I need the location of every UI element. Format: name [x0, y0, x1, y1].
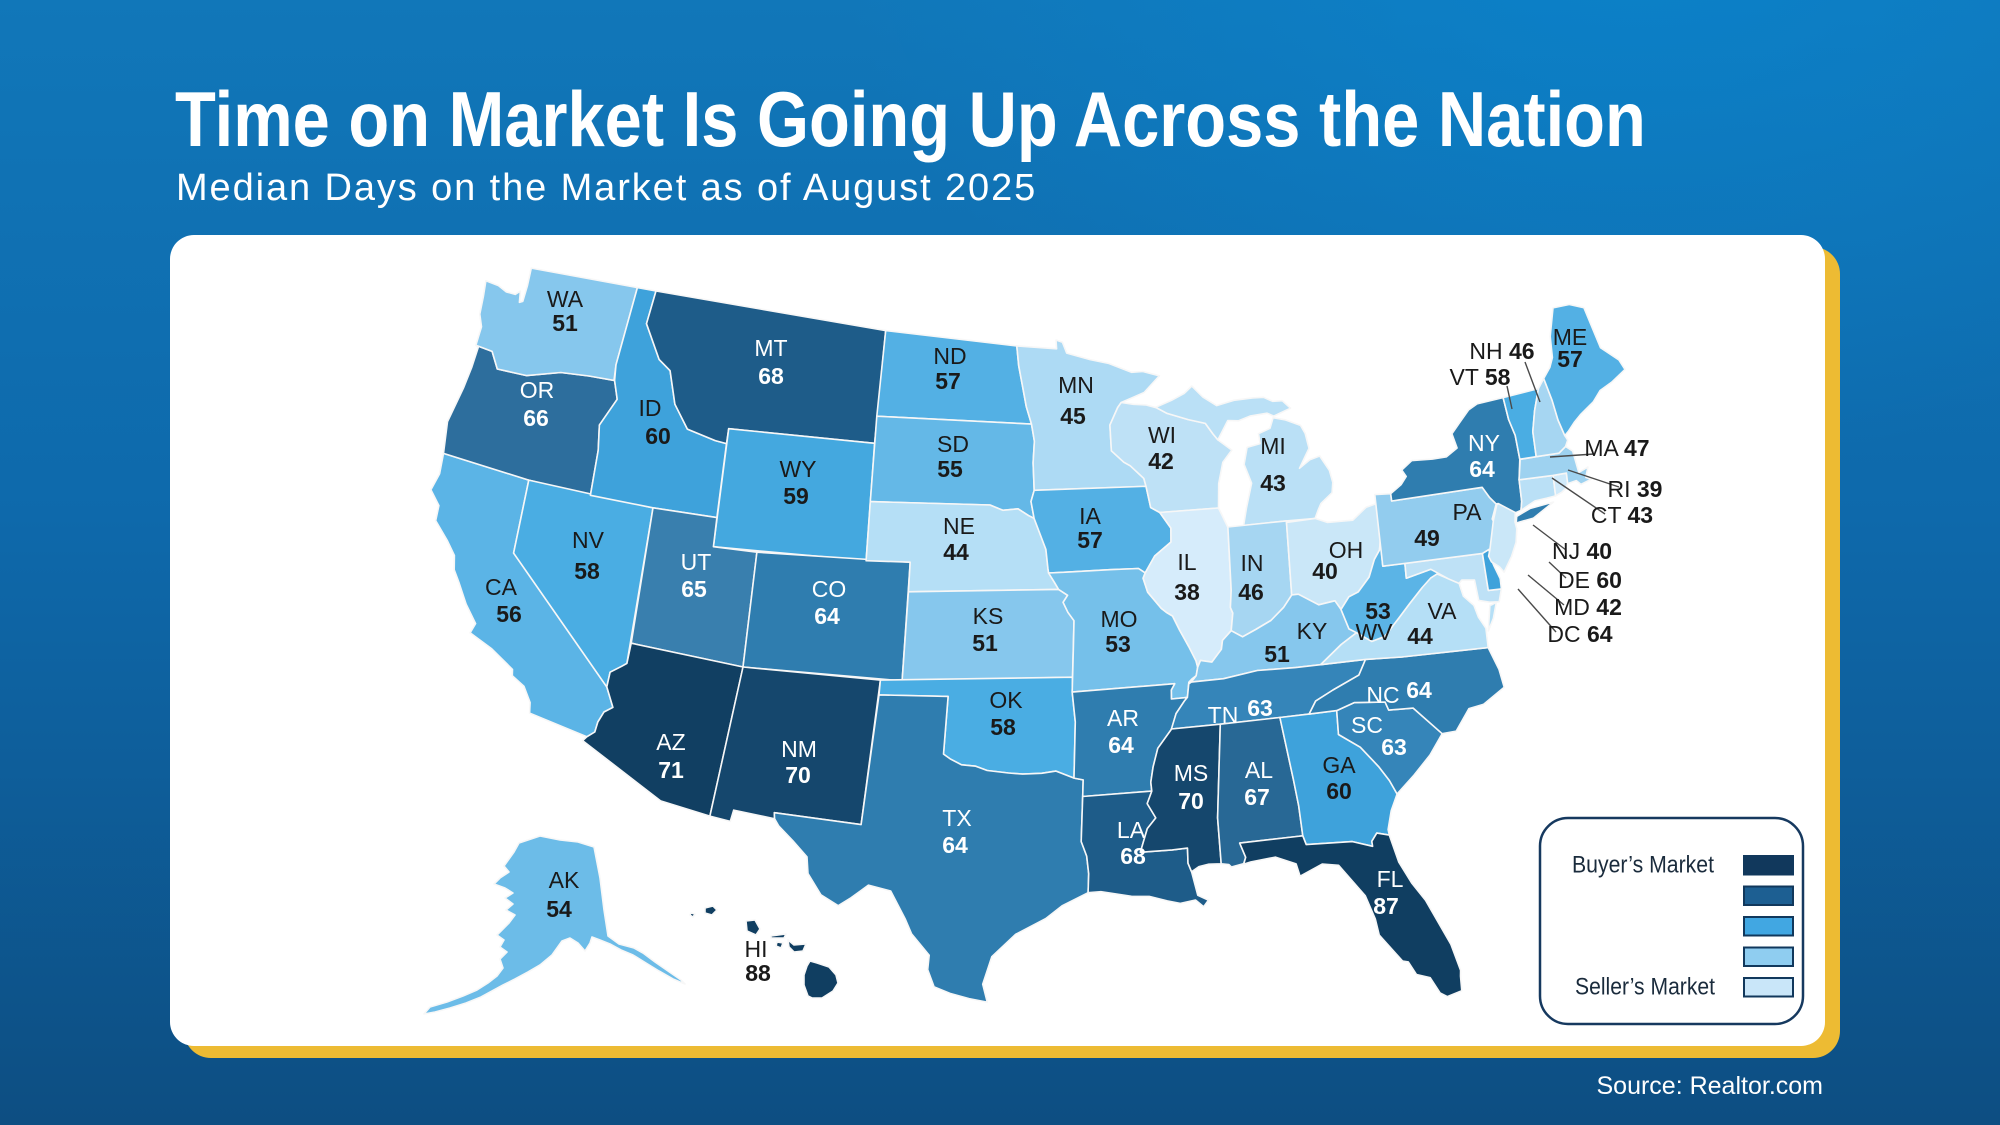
svg-text:IA: IA — [1079, 503, 1101, 529]
svg-text:IL: IL — [1177, 549, 1196, 575]
svg-text:GA: GA — [1322, 752, 1356, 778]
svg-text:71: 71 — [658, 757, 684, 783]
svg-text:44: 44 — [943, 539, 969, 565]
svg-text:57: 57 — [1077, 527, 1103, 553]
svg-text:ME: ME — [1553, 324, 1588, 350]
svg-text:66: 66 — [523, 405, 549, 431]
svg-text:43: 43 — [1260, 470, 1286, 496]
svg-text:64: 64 — [1406, 677, 1432, 703]
svg-text:CA: CA — [485, 574, 518, 600]
svg-text:CO: CO — [812, 576, 847, 602]
svg-text:64: 64 — [814, 603, 840, 629]
svg-text:40: 40 — [1312, 558, 1338, 584]
svg-text:AL: AL — [1245, 757, 1273, 783]
svg-text:64: 64 — [942, 832, 968, 858]
svg-text:88: 88 — [745, 960, 771, 986]
svg-text:WY: WY — [779, 456, 816, 482]
svg-text:55: 55 — [937, 456, 963, 482]
svg-text:46: 46 — [1238, 579, 1264, 605]
svg-text:NY: NY — [1468, 430, 1500, 456]
svg-text:TX: TX — [942, 805, 971, 831]
svg-text:Seller’s Market: Seller’s Market — [1575, 974, 1715, 1001]
svg-text:56: 56 — [496, 601, 522, 627]
svg-text:MD 42: MD 42 — [1554, 594, 1622, 620]
svg-text:58: 58 — [990, 714, 1016, 740]
svg-text:NM: NM — [781, 736, 817, 762]
svg-text:CT 43: CT 43 — [1591, 502, 1653, 528]
svg-text:VT 58: VT 58 — [1450, 364, 1511, 390]
svg-text:51: 51 — [1264, 641, 1290, 667]
svg-text:PA: PA — [1453, 499, 1483, 525]
svg-text:NE: NE — [943, 513, 975, 539]
svg-text:70: 70 — [1178, 788, 1204, 814]
svg-text:WI: WI — [1148, 422, 1176, 448]
svg-text:38: 38 — [1174, 579, 1200, 605]
svg-text:AZ: AZ — [656, 729, 685, 755]
svg-text:68: 68 — [758, 363, 784, 389]
svg-text:AK: AK — [549, 867, 580, 893]
svg-text:HI: HI — [745, 936, 768, 962]
svg-text:65: 65 — [681, 576, 707, 602]
svg-text:NC: NC — [1366, 682, 1399, 708]
svg-text:53: 53 — [1105, 631, 1131, 657]
svg-text:OK: OK — [989, 687, 1023, 713]
svg-text:42: 42 — [1148, 448, 1174, 474]
svg-text:60: 60 — [1326, 778, 1352, 804]
svg-text:KS: KS — [973, 603, 1004, 629]
svg-text:57: 57 — [935, 368, 961, 394]
svg-text:51: 51 — [552, 310, 578, 336]
svg-text:60: 60 — [645, 423, 671, 449]
svg-text:64: 64 — [1469, 456, 1495, 482]
svg-text:FL: FL — [1377, 866, 1404, 892]
svg-text:NV: NV — [572, 527, 605, 553]
svg-text:87: 87 — [1373, 893, 1399, 919]
svg-text:IN: IN — [1241, 550, 1264, 576]
svg-text:NH 46: NH 46 — [1469, 338, 1534, 364]
svg-text:LA: LA — [1117, 817, 1146, 843]
svg-text:MN: MN — [1058, 372, 1094, 398]
svg-text:63: 63 — [1381, 734, 1407, 760]
svg-text:SC: SC — [1351, 712, 1383, 738]
svg-text:44: 44 — [1407, 623, 1433, 649]
svg-text:63: 63 — [1247, 695, 1273, 721]
svg-text:RI 39: RI 39 — [1608, 476, 1663, 502]
svg-text:68: 68 — [1120, 843, 1146, 869]
svg-text:57: 57 — [1557, 346, 1583, 372]
svg-text:OR: OR — [520, 377, 555, 403]
svg-text:MI: MI — [1260, 433, 1286, 459]
svg-text:OH: OH — [1329, 537, 1364, 563]
svg-text:VA: VA — [1428, 598, 1458, 624]
svg-text:MA 47: MA 47 — [1584, 435, 1649, 461]
svg-text:TN: TN — [1208, 702, 1239, 728]
svg-text:67: 67 — [1244, 784, 1270, 810]
svg-text:UT: UT — [681, 549, 712, 575]
svg-text:49: 49 — [1414, 525, 1440, 551]
svg-text:NJ 40: NJ 40 — [1552, 538, 1612, 564]
svg-text:ID: ID — [639, 395, 662, 421]
svg-text:59: 59 — [783, 483, 809, 509]
svg-text:DC 64: DC 64 — [1547, 621, 1612, 647]
svg-text:MS: MS — [1174, 760, 1209, 786]
svg-text:51: 51 — [972, 630, 998, 656]
svg-text:SD: SD — [937, 431, 969, 457]
svg-text:DE 60: DE 60 — [1558, 567, 1622, 593]
svg-text:64: 64 — [1108, 732, 1134, 758]
svg-text:Buyer’s Market: Buyer’s Market — [1572, 852, 1714, 879]
svg-text:KY: KY — [1297, 618, 1328, 644]
svg-text:70: 70 — [785, 762, 811, 788]
svg-text:54: 54 — [546, 896, 572, 922]
svg-text:45: 45 — [1060, 403, 1086, 429]
svg-text:WV: WV — [1355, 619, 1393, 645]
svg-text:ND: ND — [933, 343, 966, 369]
svg-text:53: 53 — [1365, 598, 1391, 624]
svg-text:WA: WA — [547, 286, 584, 312]
svg-text:AR: AR — [1107, 705, 1139, 731]
svg-text:MO: MO — [1100, 606, 1137, 632]
svg-text:58: 58 — [574, 558, 600, 584]
svg-text:MT: MT — [754, 335, 787, 361]
